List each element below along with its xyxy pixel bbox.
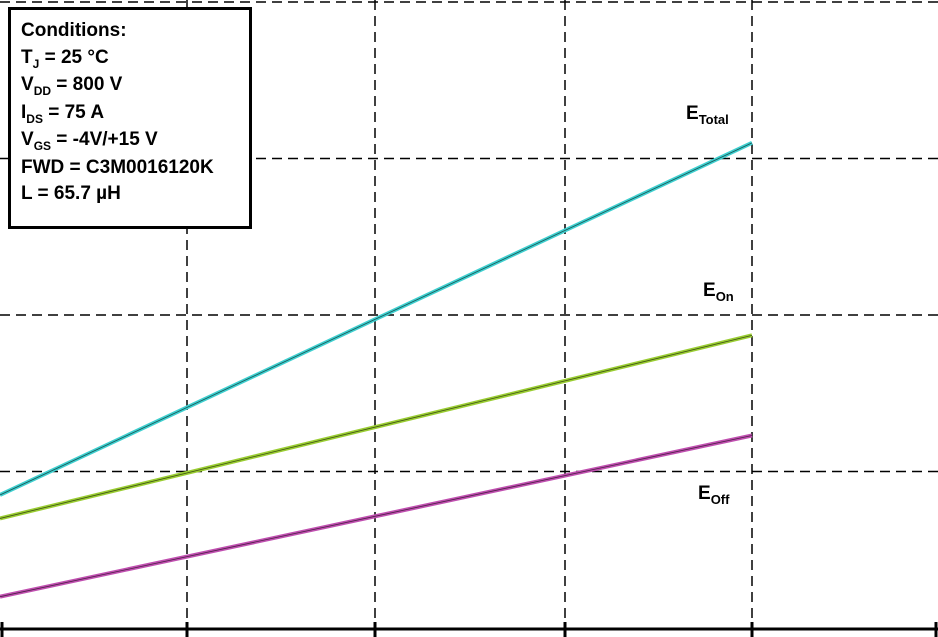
series-line-on-core: [0, 334, 753, 519]
condition-item: TJ = 25 °C: [21, 45, 249, 73]
condition-symbol: T: [21, 46, 33, 68]
condition-item: VGS = -4V/+15 V: [21, 127, 249, 155]
condition-subscript: DD: [33, 84, 52, 98]
series-label-subscript: Total: [698, 112, 729, 127]
series-label-subscript: On: [715, 289, 734, 304]
series-line-off-core: [0, 435, 753, 598]
condition-subscript: J: [32, 56, 40, 71]
condition-symbol: L = 65.7 µH: [21, 183, 121, 204]
condition-item: VDD = 800 V: [21, 72, 249, 100]
condition-item: L = 65.7 µH: [21, 181, 249, 208]
conditions-list: TJ = 25 °C VDD = 800 V IDS = 75 A VGS = -4V…: [21, 45, 249, 208]
series-label-subscript: Off: [710, 492, 730, 507]
condition-subscript: GS: [33, 139, 52, 153]
condition-subscript: DS: [26, 111, 43, 126]
series-line-total-core: [0, 142, 753, 496]
condition-item: IDS = 75 A: [21, 100, 249, 128]
series-label-main: E: [698, 483, 711, 504]
conditions-heading: Conditions:: [21, 20, 127, 41]
condition-value: = 75 A: [42, 101, 105, 123]
series-label-main: E: [703, 280, 716, 301]
condition-item: FWD = C3M0016120K: [21, 155, 249, 182]
condition-symbol: V: [21, 129, 34, 150]
series-label-main: E: [686, 103, 699, 124]
x-axis: [0, 622, 938, 637]
condition-value: = 800 V: [51, 74, 123, 95]
series-label-on: EOn: [703, 280, 734, 304]
condition-symbol: I: [21, 101, 27, 123]
series-label-off: EOff: [698, 483, 730, 507]
conditions-box: Conditions: TJ = 25 °C VDD = 800 V IDS = 7…: [8, 7, 252, 229]
series-label-total: ETotal: [686, 103, 729, 127]
condition-symbol: FWD = C3M0016120K: [21, 156, 214, 178]
condition-value: = -4V/+15 V: [51, 129, 158, 150]
condition-symbol: V: [21, 74, 34, 95]
condition-value: = 25 °C: [39, 46, 109, 68]
series-lines: [0, 141, 753, 599]
